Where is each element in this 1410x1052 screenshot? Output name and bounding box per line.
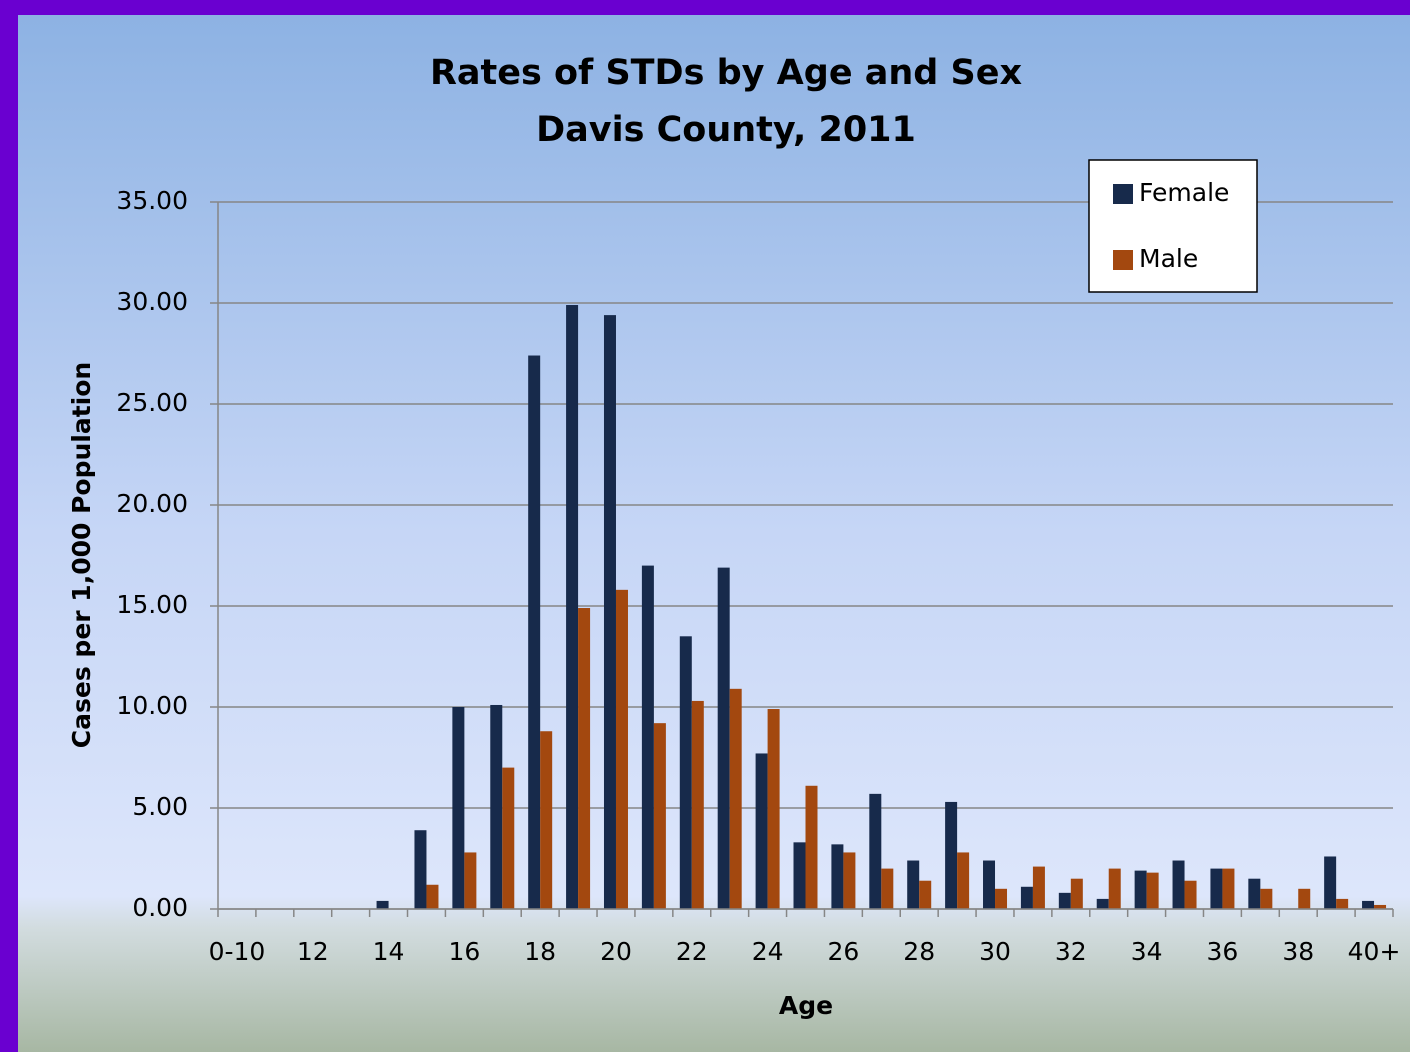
x-tick-label: 12	[297, 937, 329, 966]
x-tick-label: 36	[1207, 937, 1239, 966]
bar	[464, 852, 477, 909]
x-tick-label: 26	[827, 937, 859, 966]
chart-title: Rates of STDs by Age and Sex	[430, 53, 1023, 93]
bar	[983, 860, 996, 909]
x-tick-label: 0-10	[209, 937, 266, 966]
x-tick-label: 34	[1131, 937, 1163, 966]
bar	[919, 880, 932, 909]
bar	[603, 315, 616, 909]
bar	[767, 709, 780, 909]
bar	[691, 700, 704, 909]
bar	[641, 565, 654, 909]
bar	[907, 860, 920, 909]
y-tick-label: 30.00	[116, 287, 188, 316]
bar	[945, 801, 958, 909]
x-tick-label: 18	[524, 937, 556, 966]
bar	[1336, 898, 1349, 909]
x-tick-label: 28	[903, 937, 935, 966]
bar	[426, 884, 439, 909]
bar	[729, 688, 742, 909]
legend-swatch	[1113, 184, 1133, 204]
x-tick-label: 32	[1055, 937, 1087, 966]
bar	[717, 567, 730, 909]
bar	[1298, 888, 1311, 909]
bar	[615, 589, 628, 909]
legend-swatch	[1113, 250, 1133, 270]
bar	[540, 731, 553, 909]
y-tick-label: 10.00	[116, 691, 188, 720]
bar	[1362, 900, 1375, 909]
bar	[1374, 904, 1387, 909]
x-tick-label: 20	[600, 937, 632, 966]
y-tick-label: 20.00	[116, 489, 188, 518]
bar	[1070, 878, 1083, 909]
bar	[831, 844, 844, 909]
bar	[1324, 856, 1337, 909]
bar	[957, 852, 970, 909]
y-tick-label: 5.00	[132, 792, 188, 821]
bar	[1032, 866, 1045, 909]
bar	[1020, 886, 1033, 909]
y-tick-label: 25.00	[116, 388, 188, 417]
bar	[1248, 878, 1261, 909]
legend-label: Female	[1139, 178, 1229, 207]
bar	[755, 753, 768, 909]
bar	[653, 723, 666, 909]
x-tick-label: 14	[373, 937, 405, 966]
bar	[793, 842, 806, 909]
bar	[1096, 898, 1109, 909]
bar	[869, 793, 882, 909]
x-tick-label: 16	[448, 937, 480, 966]
bar	[376, 900, 389, 909]
bar	[1134, 870, 1147, 909]
bar	[679, 636, 692, 909]
x-tick-label: 30	[979, 937, 1011, 966]
x-tick-label: 24	[752, 937, 784, 966]
bar	[414, 830, 427, 909]
y-tick-label: 0.00	[132, 893, 188, 922]
bar	[1222, 868, 1235, 909]
bar	[566, 305, 579, 909]
bar	[1108, 868, 1121, 909]
chart-subtitle: Davis County, 2011	[536, 110, 916, 150]
y-tick-label: 35.00	[116, 186, 188, 215]
bar	[1146, 872, 1159, 909]
bar	[881, 868, 894, 909]
bar	[995, 888, 1008, 909]
x-tick-label: 40+	[1348, 937, 1401, 966]
bar	[805, 785, 818, 909]
bar	[1184, 880, 1197, 909]
bar	[502, 767, 515, 909]
bar	[843, 852, 856, 909]
bar	[1260, 888, 1273, 909]
bar	[1058, 892, 1071, 909]
x-tick-label: 38	[1282, 937, 1314, 966]
bar	[1172, 860, 1185, 909]
bar	[452, 707, 465, 909]
bar	[578, 608, 591, 909]
y-tick-label: 15.00	[116, 590, 188, 619]
x-tick-label: 22	[676, 937, 708, 966]
bar	[528, 355, 541, 909]
y-axis-label: Cases per 1,000 Population	[67, 362, 96, 748]
bar	[1210, 868, 1223, 909]
legend-label: Male	[1139, 244, 1198, 273]
bar	[490, 704, 503, 909]
x-axis-label: Age	[779, 991, 833, 1020]
